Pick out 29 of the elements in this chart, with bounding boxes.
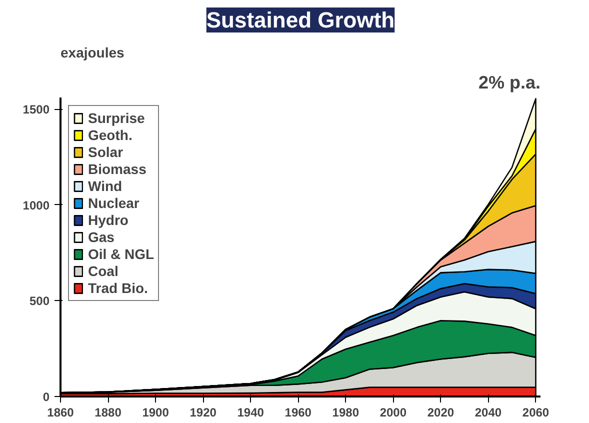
legend-label: Coal — [88, 263, 118, 279]
x-tick-label: 1880 — [94, 406, 122, 420]
x-tick-label: 2000 — [380, 406, 407, 420]
legend-label: Oil & NGL — [88, 246, 154, 262]
x-tick-label: 1940 — [237, 406, 264, 420]
legend-label: Biomass — [88, 161, 146, 177]
x-tick-label: 1900 — [142, 406, 170, 420]
legend-label: Solar — [88, 144, 124, 160]
legend-label: Surprise — [88, 110, 145, 126]
legend-label: Nuclear — [88, 195, 140, 211]
y-axis-title: exajoules — [60, 44, 125, 60]
legend-label: Wind — [88, 178, 122, 194]
x-tick-label: 1920 — [190, 406, 217, 420]
chart-title: Sustained Growth — [206, 8, 395, 32]
x-tick-label: 2020 — [427, 406, 454, 420]
legend-label: Gas — [88, 229, 114, 245]
x-tick-label: 1980 — [332, 406, 360, 420]
y-tick-label: 0 — [42, 390, 50, 404]
x-tick-label: 2060 — [522, 406, 550, 420]
y-tick-label: 1000 — [22, 198, 50, 212]
x-tick-label: 2040 — [474, 406, 502, 420]
x-tick-label: 1860 — [47, 406, 74, 420]
legend-label: Trad Bio. — [88, 280, 148, 296]
y-tick-label: 1500 — [22, 102, 50, 116]
legend-label: Geoth. — [88, 127, 132, 143]
x-tick-label: 1960 — [284, 406, 312, 420]
y-tick-label: 500 — [29, 294, 50, 308]
legend-label: Hydro — [88, 212, 128, 228]
text: 2% p.a. — [478, 72, 541, 92]
